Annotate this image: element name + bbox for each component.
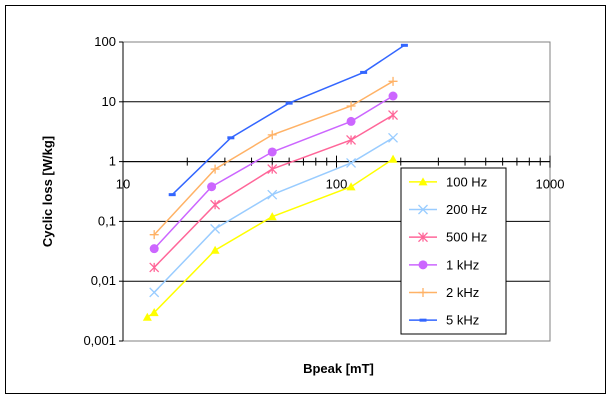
y-tick-label: 0,1 xyxy=(98,213,116,228)
legend: 100 Hz 200 Hz 500 Hz 1 kHz 2 kHz 5 kHz xyxy=(400,167,507,335)
legend-swatch-marker xyxy=(418,260,428,270)
data-point xyxy=(388,110,398,121)
y-tick-label: 0,01 xyxy=(91,273,116,288)
x-tick-label: 1000 xyxy=(536,177,565,192)
legend-label: 500 Hz xyxy=(446,230,487,245)
data-point xyxy=(207,182,217,192)
data-point xyxy=(267,130,277,140)
legend-item: 2 kHz xyxy=(409,285,479,300)
data-point xyxy=(388,154,398,163)
series-4 xyxy=(149,91,398,254)
legend-item: 5 kHz xyxy=(409,313,479,328)
data-point xyxy=(149,287,160,298)
data-point xyxy=(210,164,220,174)
series-line xyxy=(153,80,394,236)
data-point xyxy=(346,135,357,145)
y-axis-title: Cyclic loss [W/kg] xyxy=(40,136,55,247)
data-point xyxy=(400,43,408,47)
series-line xyxy=(153,114,394,268)
data-point xyxy=(267,164,278,175)
legend-label: 100 Hz xyxy=(446,174,487,189)
x-tick-label: 100 xyxy=(326,177,348,192)
data-point xyxy=(267,147,277,157)
series-line xyxy=(153,95,394,250)
legend-label: 5 kHz xyxy=(446,313,479,328)
x-tick-label: 10 xyxy=(116,177,130,192)
series-layer xyxy=(142,43,408,321)
data-point xyxy=(388,132,398,143)
data-point xyxy=(346,182,356,191)
x-axis-title: Bpeak [mT] xyxy=(303,361,374,376)
data-point xyxy=(346,116,356,126)
data-point xyxy=(360,70,368,74)
y-tick-label: 0,001 xyxy=(83,333,116,348)
legend-box xyxy=(400,167,507,335)
data-point xyxy=(142,312,152,321)
data-point xyxy=(267,189,278,200)
series-2 xyxy=(149,132,398,298)
legend-swatch-marker xyxy=(418,288,428,297)
data-point xyxy=(267,212,277,221)
y-tick-label: 100 xyxy=(94,34,116,49)
legend-label: 2 kHz xyxy=(446,285,479,300)
series-5 xyxy=(149,76,398,240)
data-point xyxy=(149,262,160,273)
series-1 xyxy=(142,154,398,321)
legend-item: 100 Hz xyxy=(409,174,487,189)
legend-swatch-marker xyxy=(418,177,428,186)
data-point xyxy=(149,244,159,254)
data-point xyxy=(227,136,235,140)
data-point xyxy=(149,230,159,240)
legend-item: 1 kHz xyxy=(409,257,479,272)
series-3 xyxy=(149,110,398,273)
data-point xyxy=(210,245,220,254)
data-point xyxy=(346,157,357,168)
legend-swatch-marker xyxy=(419,318,427,322)
data-point xyxy=(285,101,293,105)
data-point xyxy=(168,193,176,197)
y-tick-label: 1 xyxy=(109,154,116,169)
legend-item: 500 Hz xyxy=(409,230,487,245)
series-6 xyxy=(168,43,408,197)
data-point xyxy=(346,101,356,111)
data-point xyxy=(210,199,221,210)
data-point xyxy=(388,91,398,101)
data-point xyxy=(149,307,159,317)
y-tick-label: 10 xyxy=(102,94,116,109)
data-point xyxy=(388,76,398,86)
legend-label: 1 kHz xyxy=(446,257,479,272)
legend-label: 200 Hz xyxy=(446,202,487,217)
legend-item: 200 Hz xyxy=(409,202,487,217)
legend-swatch-marker xyxy=(418,232,428,243)
series-line xyxy=(171,44,405,196)
legend-swatch-marker xyxy=(418,204,428,215)
data-point xyxy=(210,223,221,234)
